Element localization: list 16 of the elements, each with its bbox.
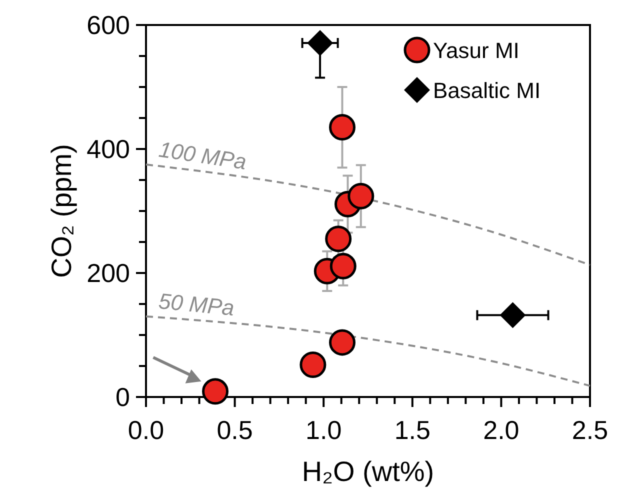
x-tick-label: 2.5: [572, 415, 608, 445]
x-tick-label: 0.5: [216, 415, 253, 445]
y-tick-label: 600: [86, 10, 130, 40]
x-axis-title: H₂O (wt%): [302, 456, 434, 487]
x-tick-label: 2.0: [483, 415, 520, 445]
text: 100 MPa: [157, 136, 248, 174]
x-tick-label: 1.5: [394, 415, 430, 445]
y-tick-label: 0: [116, 382, 130, 412]
y-tick-label: 200: [86, 258, 130, 288]
legend-label: Basaltic MI: [433, 78, 541, 103]
y-tick-label: 400: [86, 134, 130, 164]
x-tick-label: 0.0: [128, 415, 164, 445]
legend-label: Yasur MI: [433, 38, 520, 63]
x-tick-label: 1.0: [306, 415, 342, 445]
y-axis-title: CO₂ (ppm): [46, 144, 77, 278]
text: 50 MPa: [158, 288, 236, 321]
